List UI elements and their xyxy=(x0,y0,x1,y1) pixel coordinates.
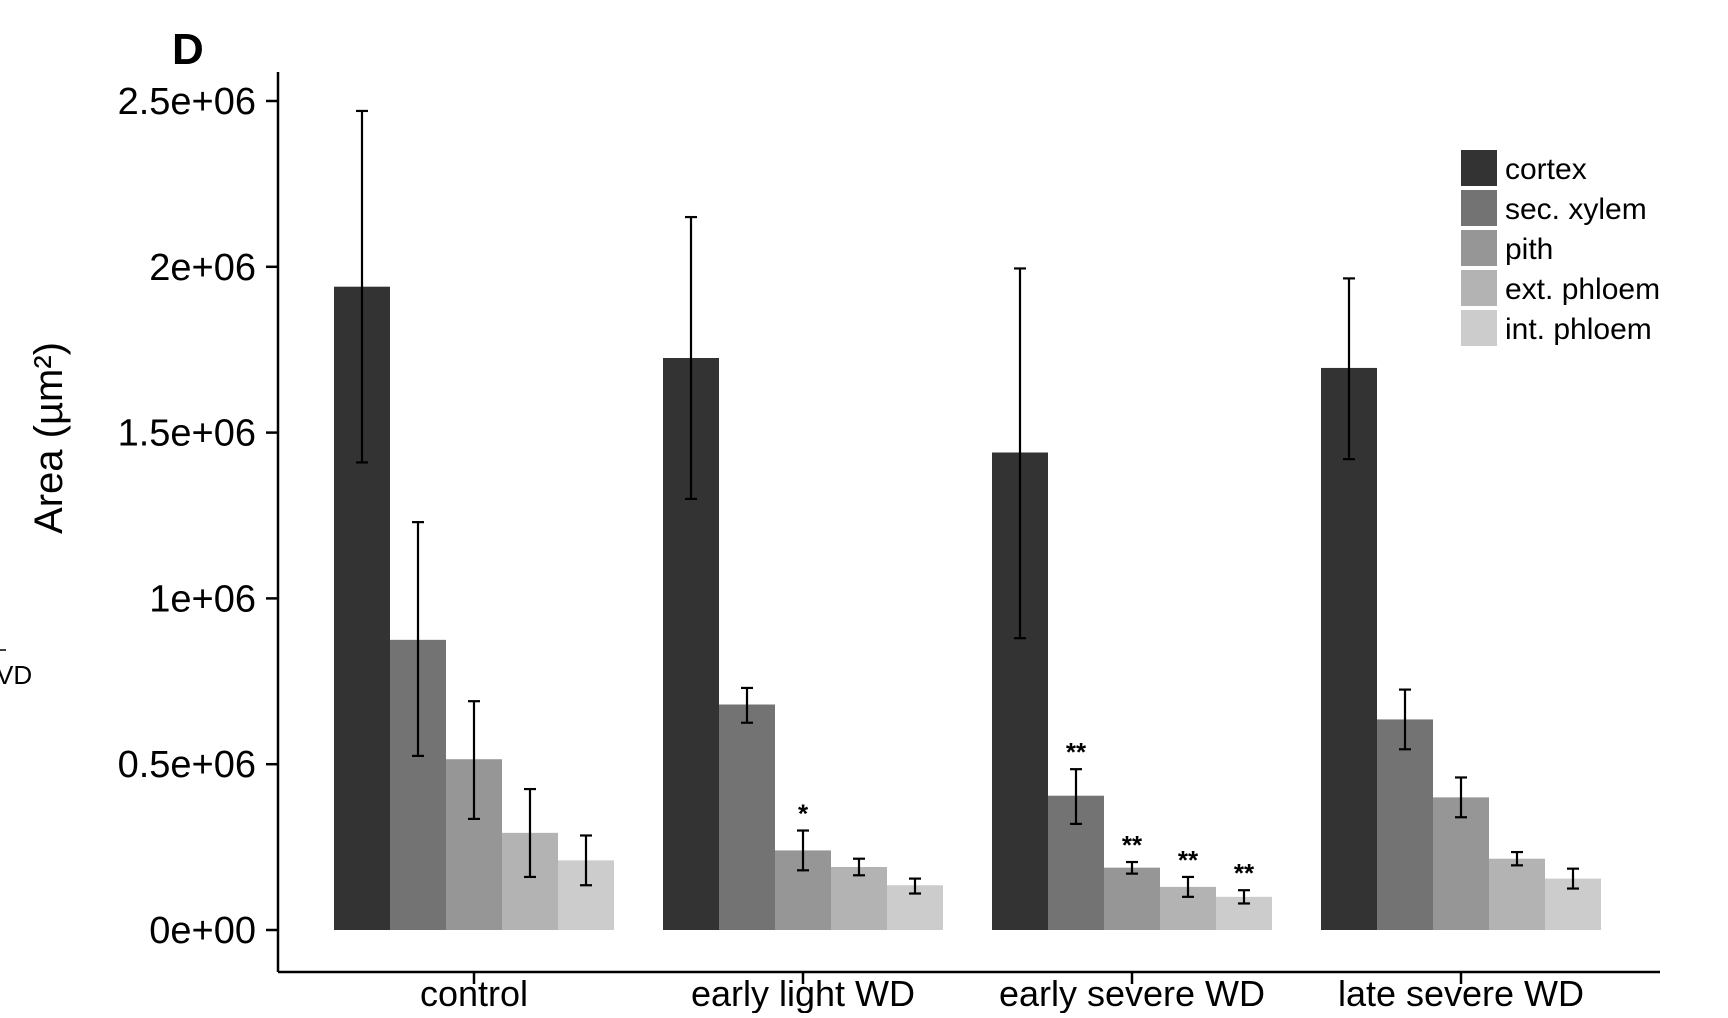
bar xyxy=(1377,719,1433,930)
y-axis-title: Area (µm²) xyxy=(27,342,71,534)
bar xyxy=(1321,367,1377,930)
y-tick-label: 0.5e+06 xyxy=(118,744,256,786)
legend-swatch xyxy=(1461,270,1497,306)
y-tick-label: 0e+00 xyxy=(149,910,256,952)
bar xyxy=(1489,858,1545,930)
legend-label: cortex xyxy=(1505,153,1587,186)
legend-swatch xyxy=(1461,230,1497,266)
y-tick-label: 1.5e+06 xyxy=(118,413,256,455)
cropped-edge-text: VD xyxy=(0,660,32,690)
significance-label: * xyxy=(798,799,809,829)
legend-label: sec. xylem xyxy=(1505,193,1647,226)
significance-label: ** xyxy=(1122,830,1143,860)
panel-label: D xyxy=(172,25,204,74)
bar xyxy=(1433,797,1489,930)
legend-label: ext. phloem xyxy=(1505,273,1660,306)
y-tick-label: 2.5e+06 xyxy=(118,81,256,123)
bar xyxy=(719,704,775,930)
legend-swatch xyxy=(1461,190,1497,226)
x-category-label: early light WD xyxy=(691,973,915,1013)
significance-label: ** xyxy=(1234,858,1255,888)
y-tick-label: 1e+06 xyxy=(149,578,256,620)
significance-label: ** xyxy=(1178,845,1199,875)
y-tick-label: 2e+06 xyxy=(149,247,256,289)
significance-label: ** xyxy=(1066,737,1087,767)
x-category-label: late severe WD xyxy=(1338,973,1584,1013)
x-category-label: control xyxy=(420,973,528,1013)
legend-swatch xyxy=(1461,310,1497,346)
legend-label: pith xyxy=(1505,233,1553,266)
bar xyxy=(1104,867,1160,930)
bar xyxy=(831,866,887,930)
legend-label: int. phloem xyxy=(1505,313,1652,346)
x-category-label: early severe WD xyxy=(999,973,1265,1013)
legend-swatch xyxy=(1461,150,1497,186)
